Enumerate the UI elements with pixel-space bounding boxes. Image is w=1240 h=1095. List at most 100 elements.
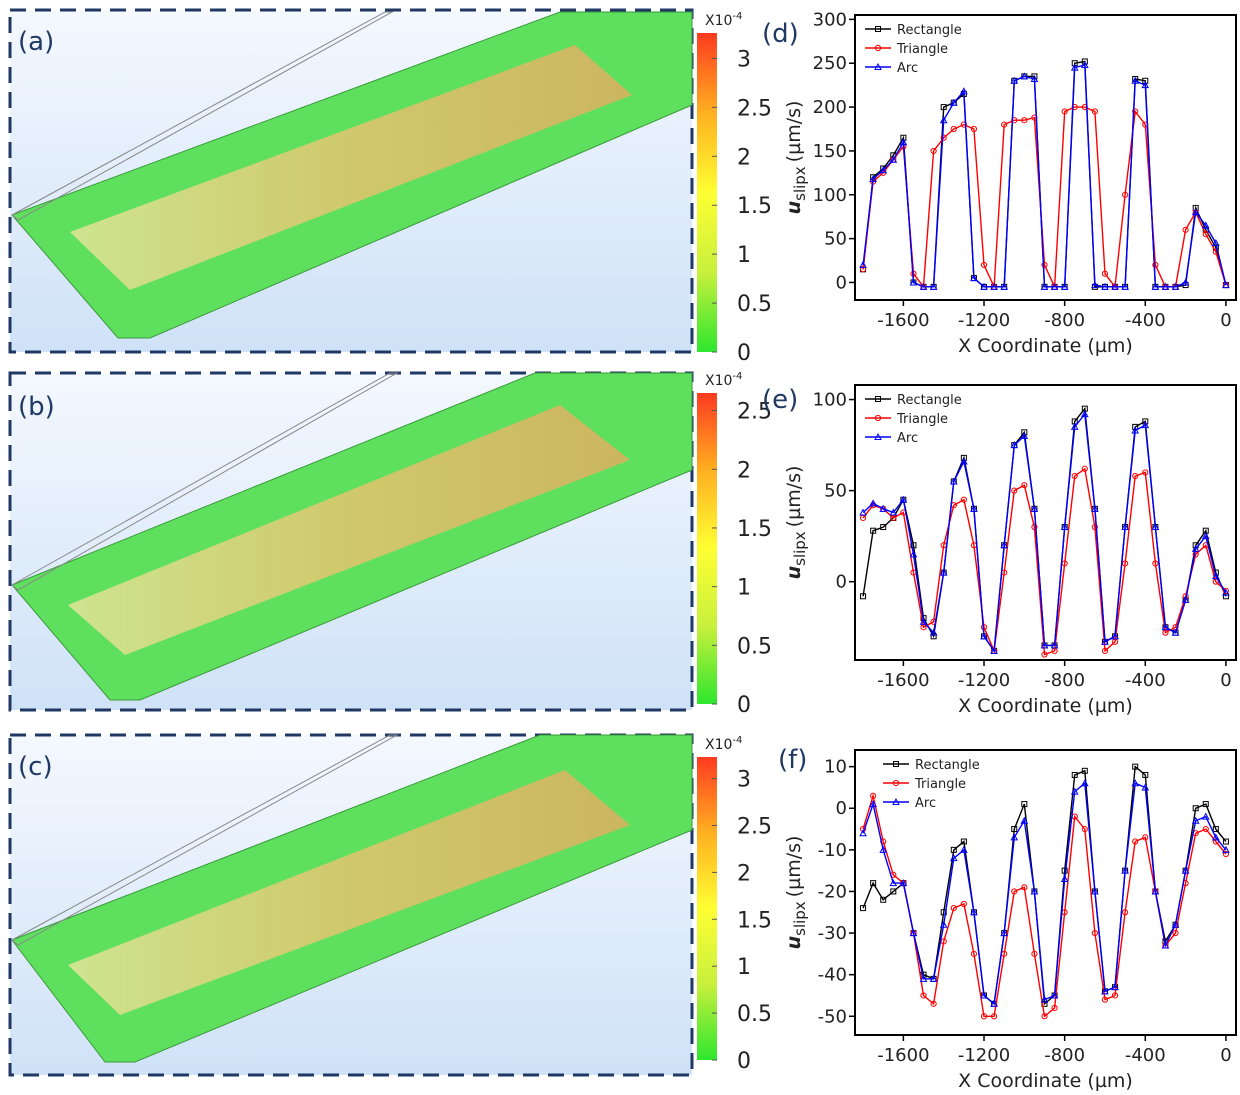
colorbar-scale: X10-4 — [705, 11, 742, 29]
y-tick-label: -20 — [818, 881, 847, 902]
colorbar-tick-label: 0 — [737, 1049, 751, 1074]
series-line — [863, 796, 1226, 1017]
series-line — [863, 62, 1226, 287]
y-tick-label: 0 — [836, 798, 847, 819]
colorbar-tick-label: 3 — [737, 47, 751, 72]
scale-exponent: -4 — [732, 11, 742, 22]
legend-label: Rectangle — [897, 393, 962, 408]
scale-exponent: -4 — [732, 371, 742, 382]
x-axis-title: X Coordinate (µm) — [958, 1070, 1133, 1091]
panel-label: (c) — [18, 752, 53, 782]
simulation-panel — [10, 10, 692, 352]
simulation-panel — [10, 735, 692, 1075]
marker — [860, 515, 865, 520]
colorbar-tick-label: 0.5 — [737, 292, 772, 317]
y-tick-label: 0 — [836, 572, 847, 593]
x-tick-label: -800 — [1044, 1045, 1085, 1066]
panel-label: (f) — [778, 745, 807, 775]
panel-label: (e) — [762, 385, 798, 415]
panel-label: (d) — [762, 19, 799, 49]
x-tick-label: 0 — [1220, 670, 1231, 691]
colorbar — [697, 33, 717, 352]
y-axis-title: uslipx(µm/s) — [783, 836, 809, 950]
x-tick-label: -1600 — [877, 670, 929, 691]
colorbar-tick-label: 2.5 — [737, 96, 772, 121]
y-tick-label: 300 — [813, 9, 847, 30]
x-tick-label: -800 — [1044, 310, 1085, 331]
series-line — [863, 65, 1226, 287]
legend-label: Arc — [897, 61, 918, 76]
colorbar — [697, 757, 717, 1060]
y-tick-label: 150 — [813, 141, 847, 162]
legend-label: Arc — [915, 796, 936, 811]
y-tick-label: -30 — [818, 923, 847, 944]
colorbar-tick-label: 0.5 — [737, 1002, 772, 1027]
x-tick-label: -400 — [1125, 1045, 1166, 1066]
y-axis-subscript: slipx — [791, 531, 809, 566]
colorbar-tick-label: 0 — [737, 693, 751, 718]
y-tick-label: 0 — [836, 272, 847, 293]
legend-label: Triangle — [896, 412, 948, 427]
y-axis-title: uslipx(µm/s) — [783, 466, 809, 580]
colorbar-tick-label: 2.5 — [737, 814, 772, 839]
x-tick-label: -1200 — [958, 310, 1010, 331]
scale-base: X10 — [705, 737, 732, 753]
legend-label: Arc — [897, 431, 918, 446]
x-tick-label: -400 — [1125, 310, 1166, 331]
series-line — [863, 414, 1226, 651]
x-tick-label: 0 — [1220, 1045, 1231, 1066]
x-tick-label: -800 — [1044, 670, 1085, 691]
y-tick-label: 100 — [813, 390, 847, 411]
scale-base: X10 — [705, 373, 732, 389]
x-tick-label: -1600 — [877, 1045, 929, 1066]
colorbar-scale: X10-4 — [705, 371, 742, 389]
legend-label: Triangle — [914, 777, 966, 792]
y-axis-unit: (µm/s) — [783, 836, 805, 898]
scale-base: X10 — [705, 13, 732, 29]
colorbar-tick-label: 2 — [737, 145, 751, 170]
simulation-panel — [10, 373, 692, 710]
colorbar-scale: X10-4 — [705, 735, 742, 753]
page: (a)X10-400.511.522.53(b)X10-400.511.522.… — [0, 0, 1240, 1091]
colorbar-tick-label: 0 — [737, 341, 751, 366]
legend-label: Rectangle — [915, 758, 980, 773]
y-axis-unit: (µm/s) — [783, 101, 805, 163]
scale-exponent: -4 — [732, 735, 742, 746]
plot-frame — [855, 750, 1236, 1035]
series-line — [863, 783, 1226, 1004]
figure: (a)X10-400.511.522.53(b)X10-400.511.522.… — [0, 0, 1240, 1091]
colorbar-tick-label: 2 — [737, 861, 751, 886]
x-axis-title: X Coordinate (µm) — [958, 695, 1133, 717]
legend-label: Triangle — [896, 42, 948, 57]
colorbar — [697, 393, 717, 704]
x-axis-title: X Coordinate (µm) — [958, 335, 1133, 357]
y-tick-label: -50 — [818, 1006, 847, 1027]
x-tick-label: -1200 — [958, 670, 1010, 691]
legend-label: Rectangle — [897, 23, 962, 38]
x-tick-label: -400 — [1125, 670, 1166, 691]
y-tick-label: 250 — [813, 53, 847, 74]
y-tick-label: 50 — [824, 229, 847, 250]
panel-label: (a) — [18, 27, 54, 57]
y-axis-title: uslipx (µm/s) — [783, 101, 809, 215]
x-tick-label: 0 — [1220, 310, 1231, 331]
y-axis-symbol: u — [783, 201, 805, 215]
colorbar-tick-label: 1 — [737, 955, 751, 980]
colorbar-tick-label: 2 — [737, 458, 751, 483]
colorbar-tick-label: 1 — [737, 243, 751, 268]
y-axis-symbol: u — [783, 566, 805, 580]
y-axis-subscript: slipx — [791, 901, 809, 936]
y-tick-label: -10 — [818, 840, 847, 861]
colorbar-tick-label: 1.5 — [737, 908, 772, 933]
y-tick-label: 10 — [824, 757, 847, 778]
y-axis-subscript: slipx — [791, 166, 809, 201]
x-tick-label: -1200 — [958, 1045, 1010, 1066]
series-line — [863, 469, 1226, 655]
panel-label: (b) — [18, 392, 55, 422]
x-tick-label: -1600 — [877, 310, 929, 331]
colorbar-tick-label: 1.5 — [737, 194, 772, 219]
colorbar-tick-label: 0.5 — [737, 634, 772, 659]
y-tick-label: 200 — [813, 97, 847, 118]
y-tick-label: 100 — [813, 185, 847, 206]
colorbar-tick-label: 1 — [737, 576, 751, 601]
